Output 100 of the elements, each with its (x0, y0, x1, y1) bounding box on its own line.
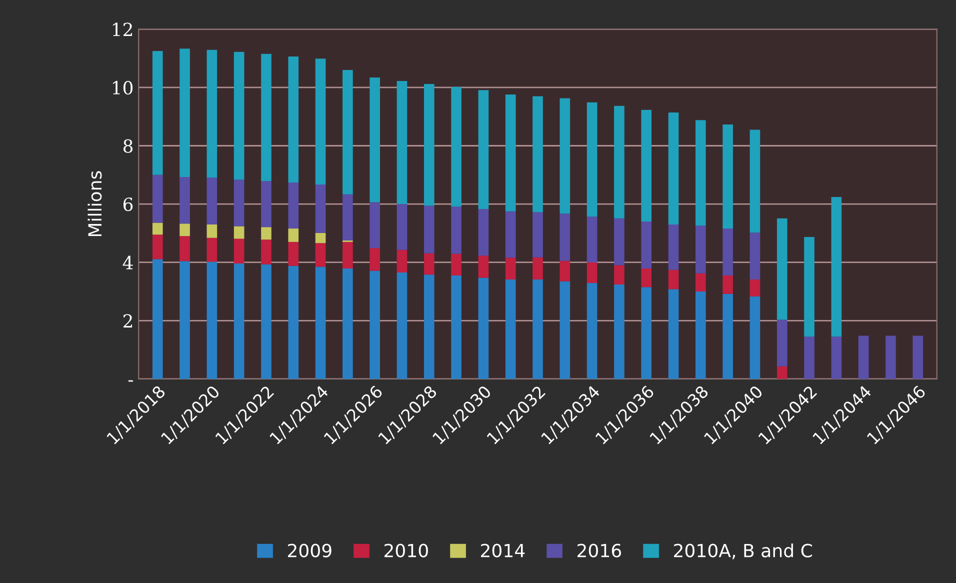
bar (586, 216, 598, 262)
bar (261, 181, 272, 228)
bar (424, 253, 434, 275)
bar (532, 96, 543, 212)
bar (750, 130, 760, 233)
bar (234, 180, 244, 226)
bar (206, 238, 218, 262)
bar (668, 224, 679, 270)
bar (396, 81, 408, 204)
bar (315, 243, 326, 267)
bar (586, 283, 598, 379)
bar (370, 248, 380, 271)
bar (315, 184, 326, 233)
bar (886, 336, 896, 379)
bar (342, 194, 353, 240)
bar (451, 275, 462, 379)
bar (180, 261, 190, 379)
bar (180, 236, 190, 262)
bar (478, 90, 489, 210)
y-tick-label: - (128, 380, 133, 382)
bar (668, 289, 679, 379)
bar (831, 197, 842, 337)
bar (696, 292, 706, 379)
bar (478, 278, 489, 379)
y-tick-label: 8 (123, 139, 133, 153)
bar (424, 206, 434, 254)
bar (288, 266, 299, 379)
bar (532, 212, 543, 258)
bar (586, 102, 598, 217)
bar (342, 70, 353, 194)
legend-label: 2010A, B and C (674, 543, 812, 560)
bar (152, 259, 163, 379)
bar (614, 265, 624, 285)
y-tick-label: 10 (112, 80, 133, 95)
bar (152, 174, 163, 223)
bar (696, 226, 706, 274)
bar (614, 284, 624, 379)
legend-label: 2016 (578, 544, 622, 558)
bar (234, 238, 244, 264)
bar (180, 48, 190, 177)
bar (804, 336, 814, 379)
bar (858, 336, 869, 379)
y-tick-label: 4 (122, 256, 133, 270)
bar (370, 78, 380, 202)
bar (722, 275, 733, 294)
legend-label: 2014 (481, 544, 525, 558)
bar (234, 52, 244, 180)
bar (560, 281, 570, 379)
bar (152, 51, 163, 175)
bar (424, 274, 434, 379)
bar (261, 54, 272, 182)
legend-label: 2009 (288, 544, 332, 558)
bar (152, 234, 163, 260)
bar (641, 110, 652, 222)
bar (234, 226, 244, 239)
y-tick-label: 6 (123, 198, 133, 212)
bar (451, 86, 462, 207)
bar (586, 262, 598, 284)
bar (288, 56, 299, 182)
bar (370, 270, 380, 379)
bar (776, 320, 788, 366)
y-tick-label: 12 (112, 22, 132, 36)
bar (206, 262, 218, 379)
bar (288, 242, 299, 266)
bar (342, 268, 353, 379)
bar (396, 250, 408, 273)
bar (560, 260, 570, 282)
bar (750, 280, 760, 296)
bar (152, 222, 163, 235)
bar (396, 272, 408, 379)
bar (451, 254, 462, 276)
y-tick-label: 2 (123, 314, 132, 328)
bar (776, 218, 788, 320)
bar (396, 204, 408, 250)
bar (370, 202, 380, 248)
bar (424, 84, 434, 206)
bar (696, 273, 706, 292)
bar (261, 264, 272, 379)
bar (912, 336, 924, 379)
bar (288, 228, 299, 242)
bar (614, 218, 624, 266)
bar (261, 240, 272, 264)
y-axis-title: Millions (88, 171, 102, 236)
bar (478, 209, 489, 256)
bar (722, 228, 733, 276)
bar (234, 264, 244, 379)
bar (180, 176, 190, 224)
bar (478, 256, 489, 278)
bar (505, 280, 516, 379)
bar (722, 124, 733, 229)
legend-label: 2010 (384, 544, 428, 558)
bar (505, 258, 516, 280)
bar (560, 214, 570, 261)
bar (804, 236, 814, 337)
bar (505, 94, 516, 212)
bar (315, 232, 326, 244)
bar (532, 280, 543, 379)
bar (641, 287, 652, 379)
bar (342, 242, 353, 268)
bar (831, 336, 842, 379)
